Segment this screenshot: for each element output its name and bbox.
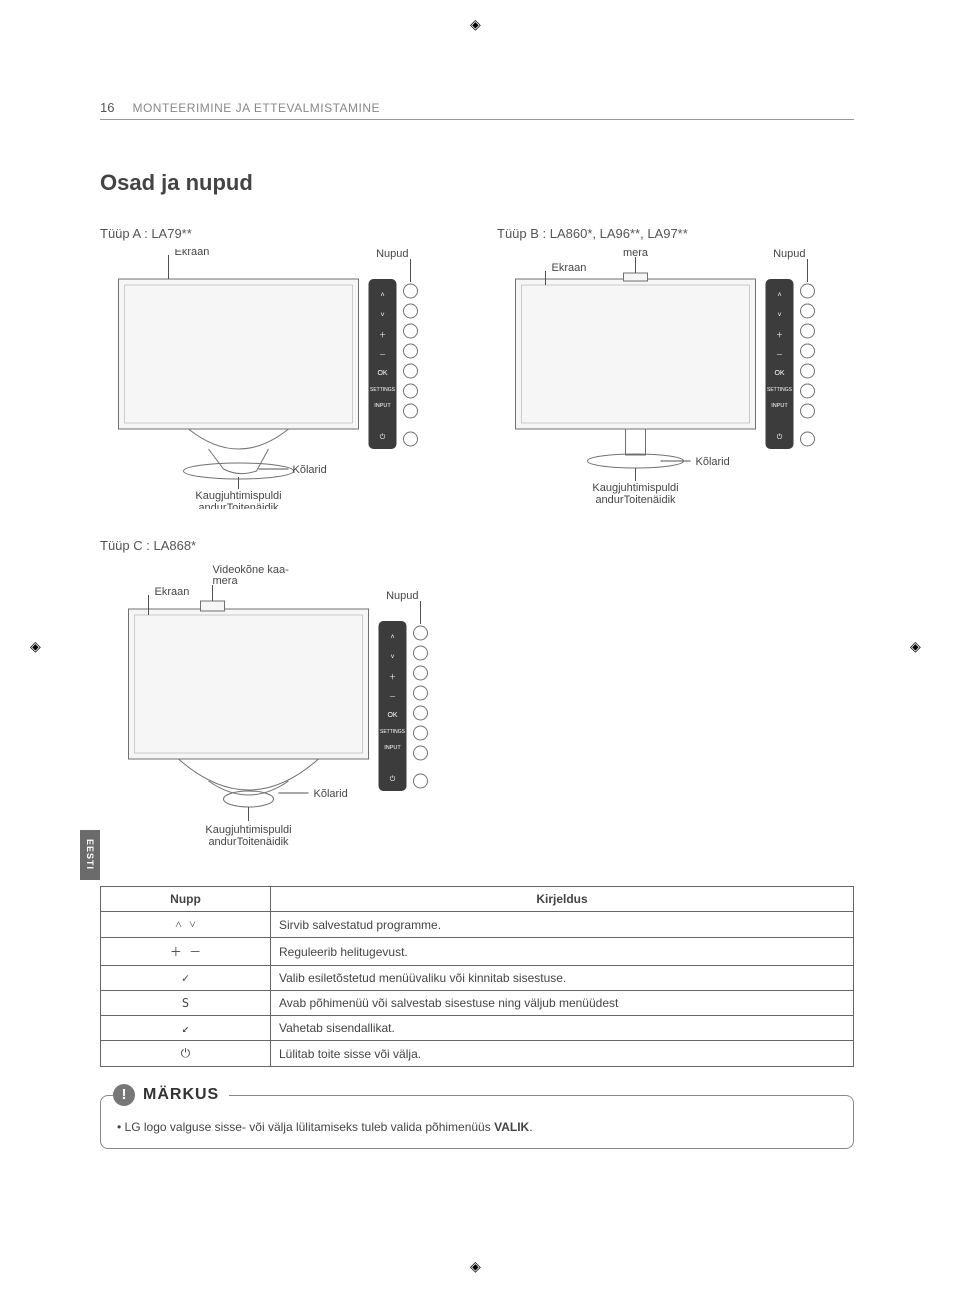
button-icon-cell: ↙ xyxy=(101,1016,271,1041)
type-c-diagram: ˄ ˅ ＋ － OK SETTINGS INPUT ⏻ xyxy=(100,561,477,861)
svg-text:˅: ˅ xyxy=(777,312,781,319)
button-icon-cell: ＋ － xyxy=(101,938,271,966)
svg-text:Ekraan: Ekraan xyxy=(155,586,190,598)
svg-text:Nupud: Nupud xyxy=(386,590,418,602)
button-panel: ˄ ˅ ＋ － OK SETTINGS INPUT ⏻ xyxy=(369,279,418,449)
button-icon-cell: ✓ xyxy=(101,966,271,991)
button-desc-cell: Avab põhimenüü või salvestab sisestuse n… xyxy=(271,991,854,1016)
type-b-block: Tüüp B : LA860*, LA96**, LA97** ˄ ˅ ＋ － … xyxy=(497,226,854,514)
button-icon-cell: S xyxy=(101,991,271,1016)
note-box: ! MÄRKUS LG logo valguse sisse- või välj… xyxy=(100,1095,854,1149)
svg-text:⏻: ⏻ xyxy=(390,775,396,783)
note-title: MÄRKUS xyxy=(143,1086,219,1104)
table-row: SAvab põhimenüü või salvestab sisestuse … xyxy=(101,991,854,1016)
svg-text:INPUT: INPUT xyxy=(384,745,401,751)
button-desc-cell: Reguleerib helitugevust. xyxy=(271,938,854,966)
svg-text:－: － xyxy=(389,694,396,701)
svg-text:SETTINGS: SETTINGS xyxy=(380,729,406,735)
button-desc-cell: Valib esiletõstetud menüüvaliku või kinn… xyxy=(271,966,854,991)
svg-text:Kõlarid: Kõlarid xyxy=(314,788,348,800)
button-desc-cell: Vahetab sisendallikat. xyxy=(271,1016,854,1041)
type-c-block: Tüüp C : LA868* ˄ ˅ ＋ － OK SETTINGS INPU… xyxy=(100,538,477,866)
svg-text:Nupud: Nupud xyxy=(773,249,805,260)
svg-text:KaugjuhtimispuldiandurToitenäi: KaugjuhtimispuldiandurToitenäidik xyxy=(195,490,281,509)
svg-text:SETTINGS: SETTINGS xyxy=(370,387,396,393)
language-tab: EESTI xyxy=(80,830,100,880)
svg-text:＋: ＋ xyxy=(379,331,386,339)
svg-text:˄: ˄ xyxy=(777,292,781,299)
svg-text:⏻: ⏻ xyxy=(777,433,783,441)
svg-text:Ekraan: Ekraan xyxy=(552,262,587,274)
button-icon-cell: ⏻ xyxy=(101,1041,271,1067)
button-icon-cell: ˄ ˅ xyxy=(101,912,271,938)
type-b-title: Tüüp B : LA860*, LA96**, LA97** xyxy=(497,226,854,241)
svg-text:Kõlarid: Kõlarid xyxy=(293,464,327,476)
svg-text:Kõlarid: Kõlarid xyxy=(696,456,730,468)
running-header: 16 MONTEERIMINE JA ETTEVALMISTAMINE xyxy=(100,100,854,120)
svg-text:KaugjuhtimispuldiandurToitenäi: KaugjuhtimispuldiandurToitenäidik xyxy=(592,482,678,506)
table-head-button: Nupp xyxy=(101,887,271,912)
svg-text:Nupud: Nupud xyxy=(376,249,408,260)
svg-text:˅: ˅ xyxy=(390,654,394,661)
button-description-table: Nupp Kirjeldus ˄ ˅Sirvib salvestatud pro… xyxy=(100,886,854,1067)
info-icon: ! xyxy=(113,1084,135,1106)
svg-text:Ekraan: Ekraan xyxy=(175,249,210,258)
registration-mark xyxy=(470,1260,484,1274)
svg-text:－: － xyxy=(379,352,386,359)
table-row: ＋ －Reguleerib helitugevust. xyxy=(101,938,854,966)
note-body: LG logo valguse sisse- või välja lülitam… xyxy=(117,1110,837,1134)
note-text-pre: LG logo valguse sisse- või välja lülitam… xyxy=(125,1120,495,1134)
svg-text:INPUT: INPUT xyxy=(374,403,391,409)
header-text: MONTEERIMINE JA ETTEVALMISTAMINE xyxy=(132,101,380,115)
note-text-post: . xyxy=(529,1120,532,1134)
page-title: Osad ja nupud xyxy=(100,170,854,196)
svg-text:SETTINGS: SETTINGS xyxy=(767,387,793,393)
type-b-diagram: ˄ ˅ ＋ － OK SETTINGS INPUT ⏻ xyxy=(497,249,854,509)
button-desc-cell: Sirvib salvestatud programme. xyxy=(271,912,854,938)
type-c-title: Tüüp C : LA868* xyxy=(100,538,477,553)
svg-text:OK: OK xyxy=(377,370,387,377)
note-text-bold: VALIK xyxy=(494,1120,529,1134)
svg-text:＋: ＋ xyxy=(389,673,396,681)
svg-text:OK: OK xyxy=(387,712,397,719)
svg-text:Videokõne kaa-mera: Videokõne kaa-mera xyxy=(597,249,674,259)
svg-text:－: － xyxy=(776,352,783,359)
page-number: 16 xyxy=(100,100,114,115)
svg-text:˄: ˄ xyxy=(380,292,384,299)
table-row: ˄ ˅Sirvib salvestatud programme. xyxy=(101,912,854,938)
svg-text:Videokõne kaa-mera: Videokõne kaa-mera xyxy=(213,564,290,587)
table-head-desc: Kirjeldus xyxy=(271,887,854,912)
note-header: ! MÄRKUS xyxy=(113,1084,229,1106)
type-a-block: Tüüp A : LA79** ˄ ˅ ＋ － OK SETTINGS INPU xyxy=(100,226,457,514)
svg-text:KaugjuhtimispuldiandurToitenäi: KaugjuhtimispuldiandurToitenäidik xyxy=(205,824,291,848)
svg-text:⏻: ⏻ xyxy=(380,433,386,441)
svg-text:˅: ˅ xyxy=(380,312,384,319)
diagram-row-top: Tüüp A : LA79** ˄ ˅ ＋ － OK SETTINGS INPU xyxy=(100,226,854,514)
table-row: ✓Valib esiletõstetud menüüvaliku või kin… xyxy=(101,966,854,991)
table-row: ↙Vahetab sisendallikat. xyxy=(101,1016,854,1041)
svg-text:＋: ＋ xyxy=(776,331,783,339)
type-a-diagram: ˄ ˅ ＋ － OK SETTINGS INPUT ⏻ xyxy=(100,249,457,509)
svg-text:˄: ˄ xyxy=(390,634,394,641)
svg-text:OK: OK xyxy=(774,370,784,377)
type-a-title: Tüüp A : LA79** xyxy=(100,226,457,241)
page-content: 16 MONTEERIMINE JA ETTEVALMISTAMINE Osad… xyxy=(0,0,954,1209)
table-row: ⏻Lülitab toite sisse või välja. xyxy=(101,1041,854,1067)
svg-text:INPUT: INPUT xyxy=(771,403,788,409)
button-desc-cell: Lülitab toite sisse või välja. xyxy=(271,1041,854,1067)
